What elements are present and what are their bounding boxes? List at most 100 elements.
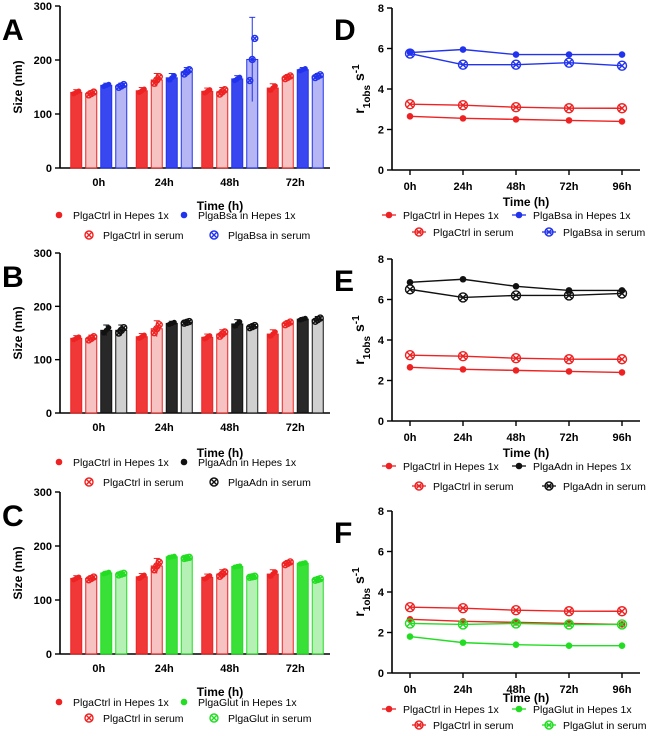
bar-48h-0 — [201, 576, 214, 655]
data-point — [563, 103, 575, 114]
legend-item: PlgaCtrl in serum — [412, 481, 514, 493]
legend-item: PlgaCtrl in Hepes 1x — [55, 210, 169, 222]
data-point-ring — [457, 603, 469, 614]
x-tick-label: 0h — [404, 684, 417, 696]
y-tick-label: 2 — [378, 628, 384, 640]
x-axis-title: Time (h) — [503, 446, 549, 460]
replicate-point — [237, 563, 243, 569]
legend-item: PlgaCtrl in serum — [412, 720, 514, 732]
replicate-point-ring — [120, 569, 128, 577]
legend-marker — [209, 477, 219, 487]
bar-72h-2 — [296, 318, 309, 414]
x-tick-label: 96h — [613, 181, 632, 193]
replicate-point-cross-b — [156, 322, 162, 328]
legend-marker-ring — [84, 713, 94, 723]
y-axis-title-part: s — [351, 73, 367, 85]
replicate-point — [171, 73, 177, 79]
legend-marker-cross-b — [415, 482, 423, 490]
legend-marker-cross-b — [85, 714, 93, 722]
data-point-ring — [563, 103, 575, 114]
legend-marker-cross-b — [415, 228, 423, 236]
data-point — [618, 51, 626, 58]
replicate-point — [90, 88, 98, 96]
replicate-point — [272, 569, 278, 575]
legend-marker-cross-b — [210, 714, 218, 722]
y-axis-title: Size (nm) — [11, 546, 25, 599]
data-point — [459, 46, 467, 53]
x-tick-label: 24h — [454, 684, 473, 696]
legend-item: PlgaAdn in serum — [542, 481, 646, 493]
replicate-point — [185, 553, 193, 562]
data-point — [510, 353, 522, 364]
bar-48h-2 — [231, 323, 244, 414]
y-tick-label: 0 — [378, 416, 384, 428]
bar-48h-1 — [216, 333, 229, 414]
replicate-point-ring — [316, 314, 324, 322]
replicate-point — [251, 572, 259, 580]
bar-48h-1 — [216, 91, 229, 169]
x-tick-label: 24h — [454, 181, 473, 193]
legend-label: PlgaGlut in serum — [563, 720, 647, 732]
bar-0h-2 — [100, 572, 113, 655]
y-axis-title-part: 1obs — [362, 84, 373, 108]
legend-marker-ring — [544, 720, 554, 730]
legend-label: PlgaCtrl in Hepes 1x — [403, 461, 499, 473]
bar-72h-1 — [281, 76, 294, 169]
y-tick-label: 100 — [34, 355, 52, 367]
bar-0h-3 — [115, 329, 128, 414]
y-tick-label: 2 — [378, 125, 384, 137]
bar-0h-0 — [70, 577, 83, 655]
data-point-ring — [616, 60, 628, 71]
y-axis-title-part: r — [351, 611, 367, 617]
legend-marker — [515, 211, 523, 219]
replicate-point — [251, 34, 259, 43]
replicate-point-ring — [221, 568, 229, 576]
data-point-ring — [616, 288, 628, 299]
legend-label: PlgaBsa in Hepes 1x — [198, 210, 296, 222]
legend-label: PlgaCtrl in serum — [433, 481, 514, 493]
legend-marker — [544, 481, 554, 491]
x-tick-label: 48h — [507, 684, 526, 696]
data-point — [512, 641, 520, 648]
data-point — [616, 619, 628, 630]
bar-0h-3 — [115, 85, 128, 169]
legend-marker-cross-b — [545, 721, 553, 729]
x-tick-label: 72h — [286, 663, 305, 675]
data-point-cross-b — [406, 619, 414, 628]
replicate-point-cross-b — [252, 35, 258, 41]
data-point — [512, 51, 520, 58]
legend-marker-ring — [84, 477, 94, 487]
x-tick-label: 0h — [92, 177, 105, 189]
replicate-point — [155, 558, 163, 566]
x-axis-title: Time (h) — [197, 446, 243, 460]
replicate-point — [207, 333, 213, 339]
legend-marker — [385, 462, 393, 470]
y-axis-title-part: r — [351, 359, 367, 365]
replicate-point-ring — [155, 558, 163, 566]
y-tick-label: 100 — [34, 595, 52, 607]
data-point — [404, 349, 416, 361]
panel-letter: E — [334, 265, 354, 298]
replicate-point — [155, 321, 163, 329]
x-tick-label: 96h — [613, 432, 632, 444]
data-point — [616, 60, 628, 71]
y-axis-title-part: s — [351, 576, 367, 588]
panel-letter: B — [2, 261, 24, 294]
data-point-cross-b — [618, 620, 626, 629]
replicate-point — [76, 334, 82, 340]
data-point-ring — [563, 354, 575, 365]
data-point-cross-b — [459, 101, 467, 109]
replicate-point — [237, 319, 243, 325]
bar-24h-1 — [150, 565, 163, 655]
data-point-cross-b — [618, 289, 626, 298]
legend-item: PlgaCtrl in Hepes 1x — [382, 461, 499, 473]
replicate-point-ring — [155, 73, 163, 81]
y-tick-label: 0 — [46, 408, 52, 420]
legend-marker-ring — [209, 230, 219, 240]
replicate-point — [221, 328, 229, 336]
data-point-cross-b — [512, 354, 520, 362]
legend-marker — [515, 705, 523, 713]
